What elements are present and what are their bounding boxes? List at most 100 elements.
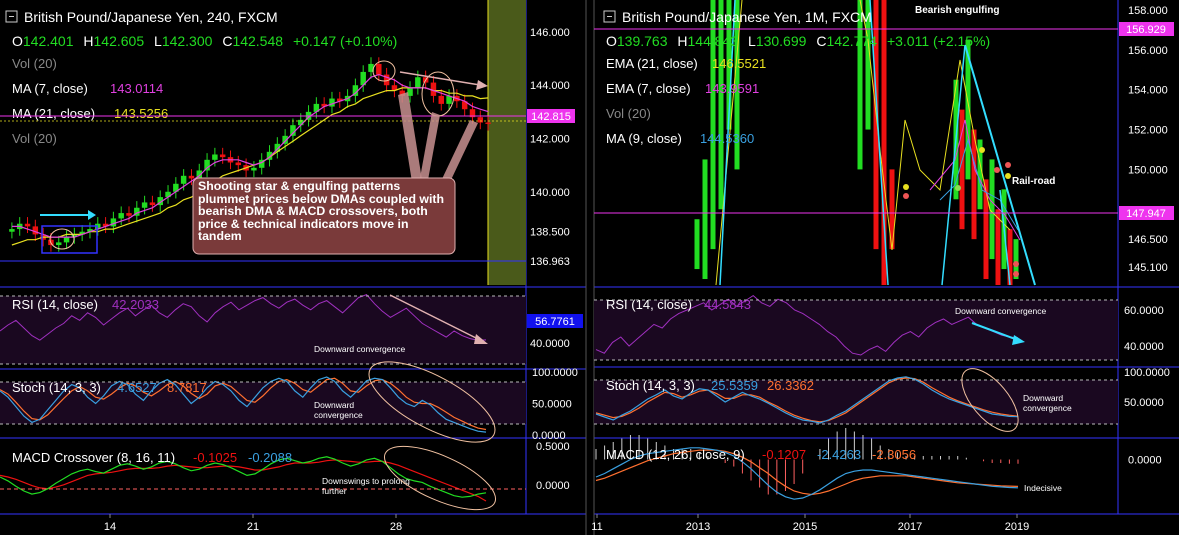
left-collapse-icon[interactable] [5,10,18,23]
right-tag-top: 156.929 [1126,24,1166,36]
left-l-value: 142.300 [162,33,213,49]
right-stoch-annot-fo: Downward convergence [1023,393,1072,413]
left-vol-bottom: Vol (20) [12,131,57,146]
left-stoch-k-line [0,376,487,433]
left-candle-body [32,226,39,235]
right-collapse-icon[interactable] [603,10,616,23]
left-candle-body [157,197,163,206]
right-y-tick-label: 154.000 [1128,85,1168,97]
right-candle-body [977,139,983,210]
left-c-value: 142.548 [232,33,283,49]
left-ma21-value: 143.5256 [114,106,168,121]
right-rsi-tick: 60.0000 [1124,305,1164,317]
left-y-tick-label: 140.000 [530,187,570,199]
right-cyan-line-5 [999,189,1011,286]
right-ma9-line [939,138,1019,231]
right-macd-a: -0.1207 [762,447,806,462]
left-rsi-pink-arrow [389,294,481,341]
left-candle-body [235,162,242,166]
right-cyan-line-2 [869,0,889,286]
left-macd-signal-line [0,459,487,502]
left-candle-body [165,191,171,198]
right-signal-dot [1005,173,1011,179]
right-macd-c: -2.3056 [872,447,916,462]
left-macd-tick: 0.0000 [536,480,570,492]
left-candle-body [204,159,210,171]
left-y-ticks: 146.000 144.000 142.000 140.000 138.500 [530,27,570,239]
left-candle-body [56,242,62,246]
left-change: +0.147 (+0.10%) [293,33,397,49]
right-l-label: L [748,33,756,49]
right-y-ticks: 158.000 156.000 154.000 152.000 150.000 146.5… [1128,5,1168,274]
right-rsi-annotation: Downward convergence [955,306,1046,316]
left-pink-trend [399,71,481,86]
right-candle-body [983,179,989,280]
left-macd-pane: 0.5000 0.0000 [0,441,570,502]
left-h-value: 142.605 [94,33,145,49]
right-rsi-tick: 40.0000 [1124,341,1164,353]
right-candle-body [965,39,971,180]
left-x-tick-label: 21 [247,521,259,533]
right-x-tick-label: 11 [591,521,602,533]
left-green-band [488,0,526,285]
left-y-tick-label: 138.500 [530,227,570,239]
right-signal-dot [994,167,1000,173]
right-stoch-k-line [595,376,1019,424]
left-candle-body [141,202,148,208]
right-x-tick-label: 2019 [1005,521,1029,533]
right-chart: 60.0000 40.0000 100.0000 50.0000 0.0000 15… [591,0,1179,535]
left-candle-body [360,71,366,86]
left-callout-text: Shooting star & engulfing patterns plumm… [198,180,444,243]
right-stoch-tick: 50.0000 [1124,397,1164,409]
left-stoch-annotation: Downward convergence [314,400,363,420]
right-cyan-line-1 [719,0,736,286]
right-candle-body [726,0,732,130]
left-candle-body [461,101,468,110]
right-candle-body [734,0,740,170]
right-candle-body [959,109,965,230]
left-candle-body [126,213,132,216]
left-stoch-d: 8.7817 [167,380,207,395]
left-macd-main-line [0,456,487,498]
right-ema7-value: 143.9591 [705,81,759,96]
left-rsi-tick: 40.0000 [530,338,570,350]
right-candle-body [873,0,879,250]
left-candle-body [266,151,273,160]
left-candle-body [446,95,452,104]
left-rsi-tag: 56.7761 [535,316,575,328]
right-stoch-circle [961,368,1019,432]
left-candle-body [415,77,421,88]
left-candle-body [298,119,304,126]
right-ma9-label: MA (9, close) [606,131,682,146]
right-x-tick-label: 2013 [686,521,710,533]
right-signal-dot [979,147,985,153]
right-cyan-line-4 [941,44,966,286]
left-macd-tick: 0.5000 [536,441,570,453]
left-rsi-tag-bg [527,314,583,328]
right-ohlc: O139.763 H144.843 L130.699 C142.774 +3.0… [606,33,990,49]
left-cyan-arrowhead [88,210,96,220]
left-stoch-annot-fo: Downward convergence [314,400,363,420]
left-c-label: C [222,33,232,49]
left-candle-body [477,117,484,123]
left-candle-body [469,109,476,118]
right-signal-dot [1005,162,1011,168]
right-stoch-pane: 100.0000 50.0000 [595,367,1170,424]
left-y-tick-label: 142.000 [530,134,570,146]
left-stoch-pane: 100.0000 50.0000 0.0000 [0,367,578,442]
right-macd-pane: 0.0000 [595,428,1162,500]
right-candle-body [995,209,1001,285]
right-candle-body [702,159,708,280]
left-rsi-band [0,296,526,364]
left-pink-trend-head [476,80,488,90]
left-candle-body [149,202,156,206]
right-stoch-band [594,380,1118,424]
left-stoch-label: Stoch (14, 3, 3) [12,380,101,395]
right-signal-dot [1013,261,1019,267]
left-callout-pointer-3 [442,120,478,182]
left-rsi-label: RSI (14, close) [12,297,98,312]
left-candle-body [258,159,265,168]
left-ma7-value: 143.0114 [110,81,163,96]
right-annot-rail: Rail-road [1012,176,1055,187]
left-price-pane [9,57,491,252]
